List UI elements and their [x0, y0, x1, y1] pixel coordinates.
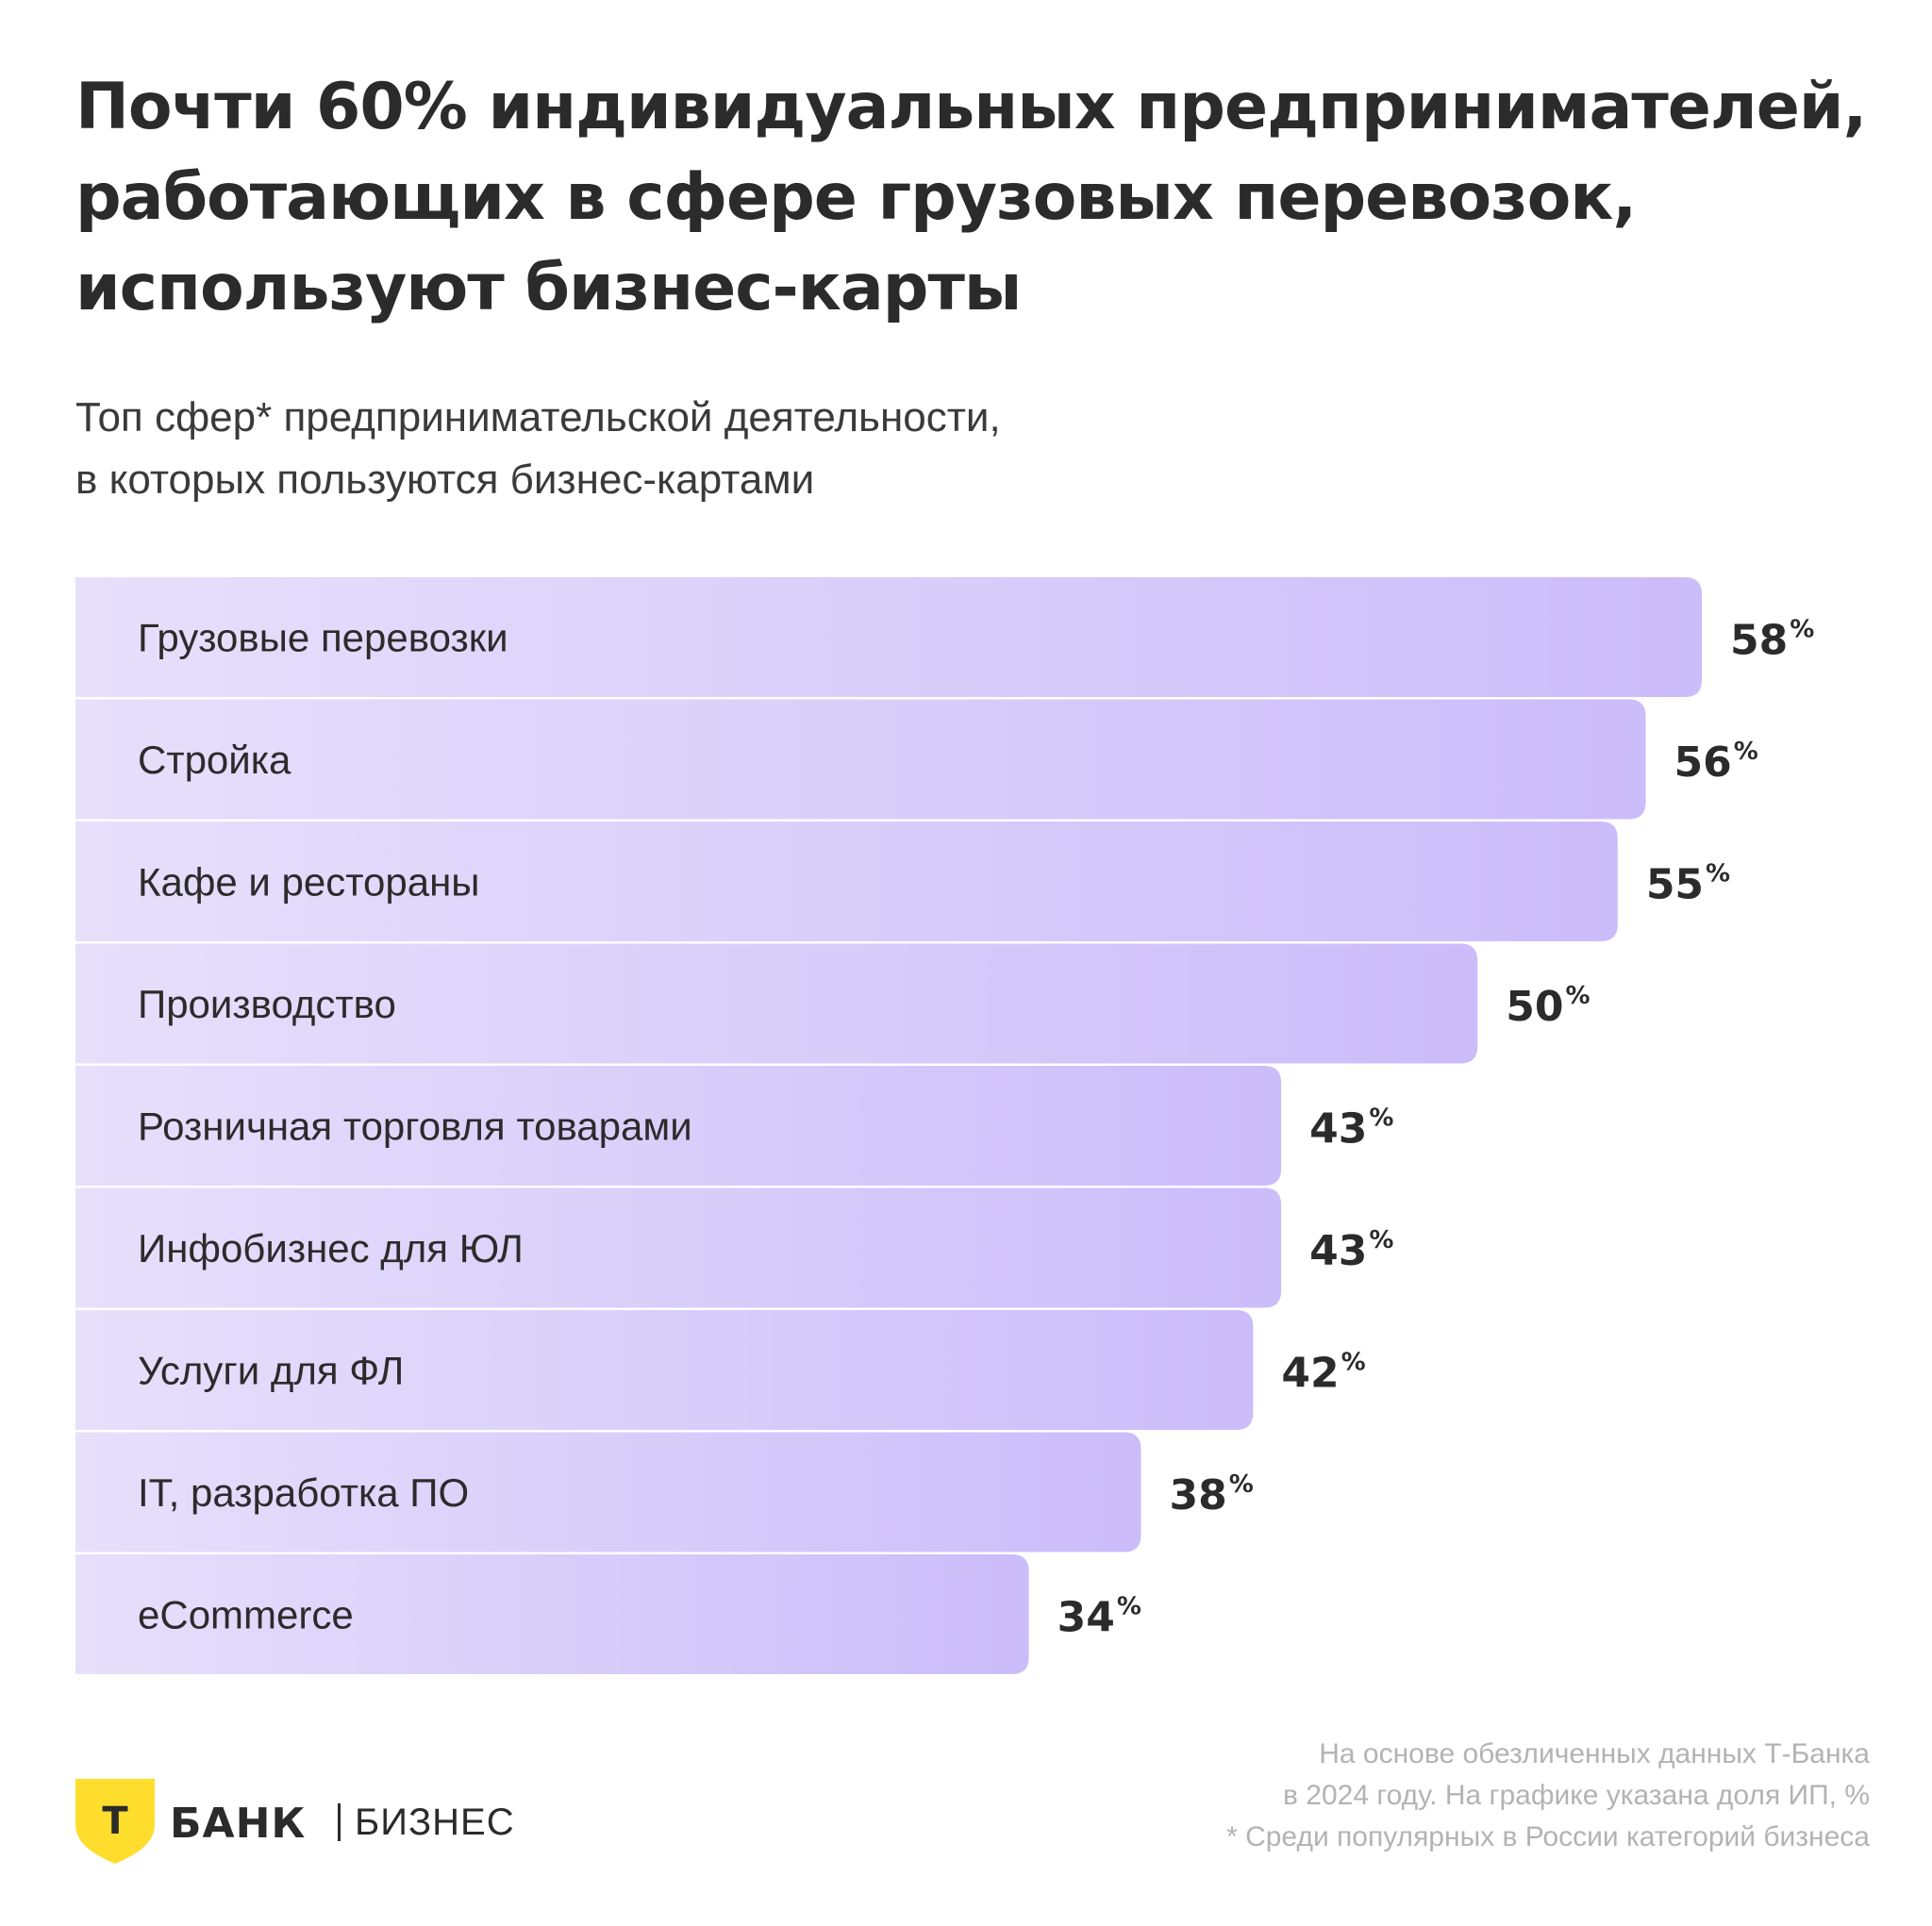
bar [75, 943, 1478, 1064]
footnote: На основе обезличенных данных Т-Банка в … [1021, 1734, 1870, 1858]
footnote-line: в 2024 году. На графике указана доля ИП,… [1283, 1780, 1870, 1811]
bar-category-label: Инфобизнес для ЮЛ [138, 1226, 524, 1270]
bar [75, 577, 1702, 697]
bar [75, 699, 1646, 820]
bar-value-label: 50% [1506, 982, 1590, 1031]
bar [75, 1432, 1141, 1552]
shield-logo-icon: Т [75, 1779, 155, 1864]
footnote-line: На основе обезличенных данных Т-Банка [1319, 1738, 1870, 1769]
logo-bank-text: БАНК [170, 1800, 307, 1848]
bar-value-label: 42% [1281, 1349, 1365, 1398]
bar-category-label: Грузовые перевозки [138, 616, 508, 660]
title-line: используют бизнес-карты [75, 251, 1022, 325]
bar-value-label: 43% [1309, 1226, 1393, 1275]
bar-value-label: 43% [1309, 1104, 1393, 1154]
bar-value-label: 38% [1170, 1470, 1254, 1519]
bar-category-label: Стройка [138, 738, 291, 782]
bar [75, 1310, 1254, 1430]
bar-category-label: Производство [138, 982, 396, 1026]
bars-group: Грузовые перевозки 58% Стройка 56% Кафе и ре… [75, 577, 1814, 1674]
title-line: работающих в сфере грузовых перевозок, [75, 160, 1637, 235]
bar-value-label: 58% [1730, 616, 1814, 665]
footnote-line: * Среди популярных в России категорий би… [1226, 1821, 1870, 1852]
bar [75, 1554, 1029, 1674]
bar-category-label: Кафе и рестораны [138, 860, 479, 905]
bar-category-label: IT, разработка ПО [138, 1470, 469, 1515]
subtitle-line: в которых пользуются бизнес-картами [75, 457, 815, 503]
bar [75, 822, 1618, 941]
chart-title: Почти 60% индивидуальных предпринимателе… [75, 62, 1868, 334]
bar-value-label: 56% [1674, 738, 1758, 787]
logo-business-text: БИЗНЕС [355, 1801, 515, 1843]
chart-subtitle: Топ сфер* предпринимательской деятельнос… [75, 387, 1585, 511]
logo-divider [338, 1803, 341, 1841]
subtitle-line: Топ сфер* предпринимательской деятельнос… [75, 394, 1001, 440]
bar [75, 1187, 1282, 1308]
bar [75, 1066, 1282, 1186]
bar-category-label: Услуги для ФЛ [138, 1349, 404, 1393]
bar-value-label: 34% [1058, 1593, 1141, 1642]
logo-letter: Т [102, 1800, 128, 1843]
bar-value-label: 55% [1646, 860, 1730, 909]
bar-category-label: eCommerce [138, 1593, 354, 1637]
title-line: Почти 60% индивидуальных предпринимателе… [75, 70, 1867, 144]
bar-category-label: Розничная торговля товарами [138, 1104, 692, 1149]
